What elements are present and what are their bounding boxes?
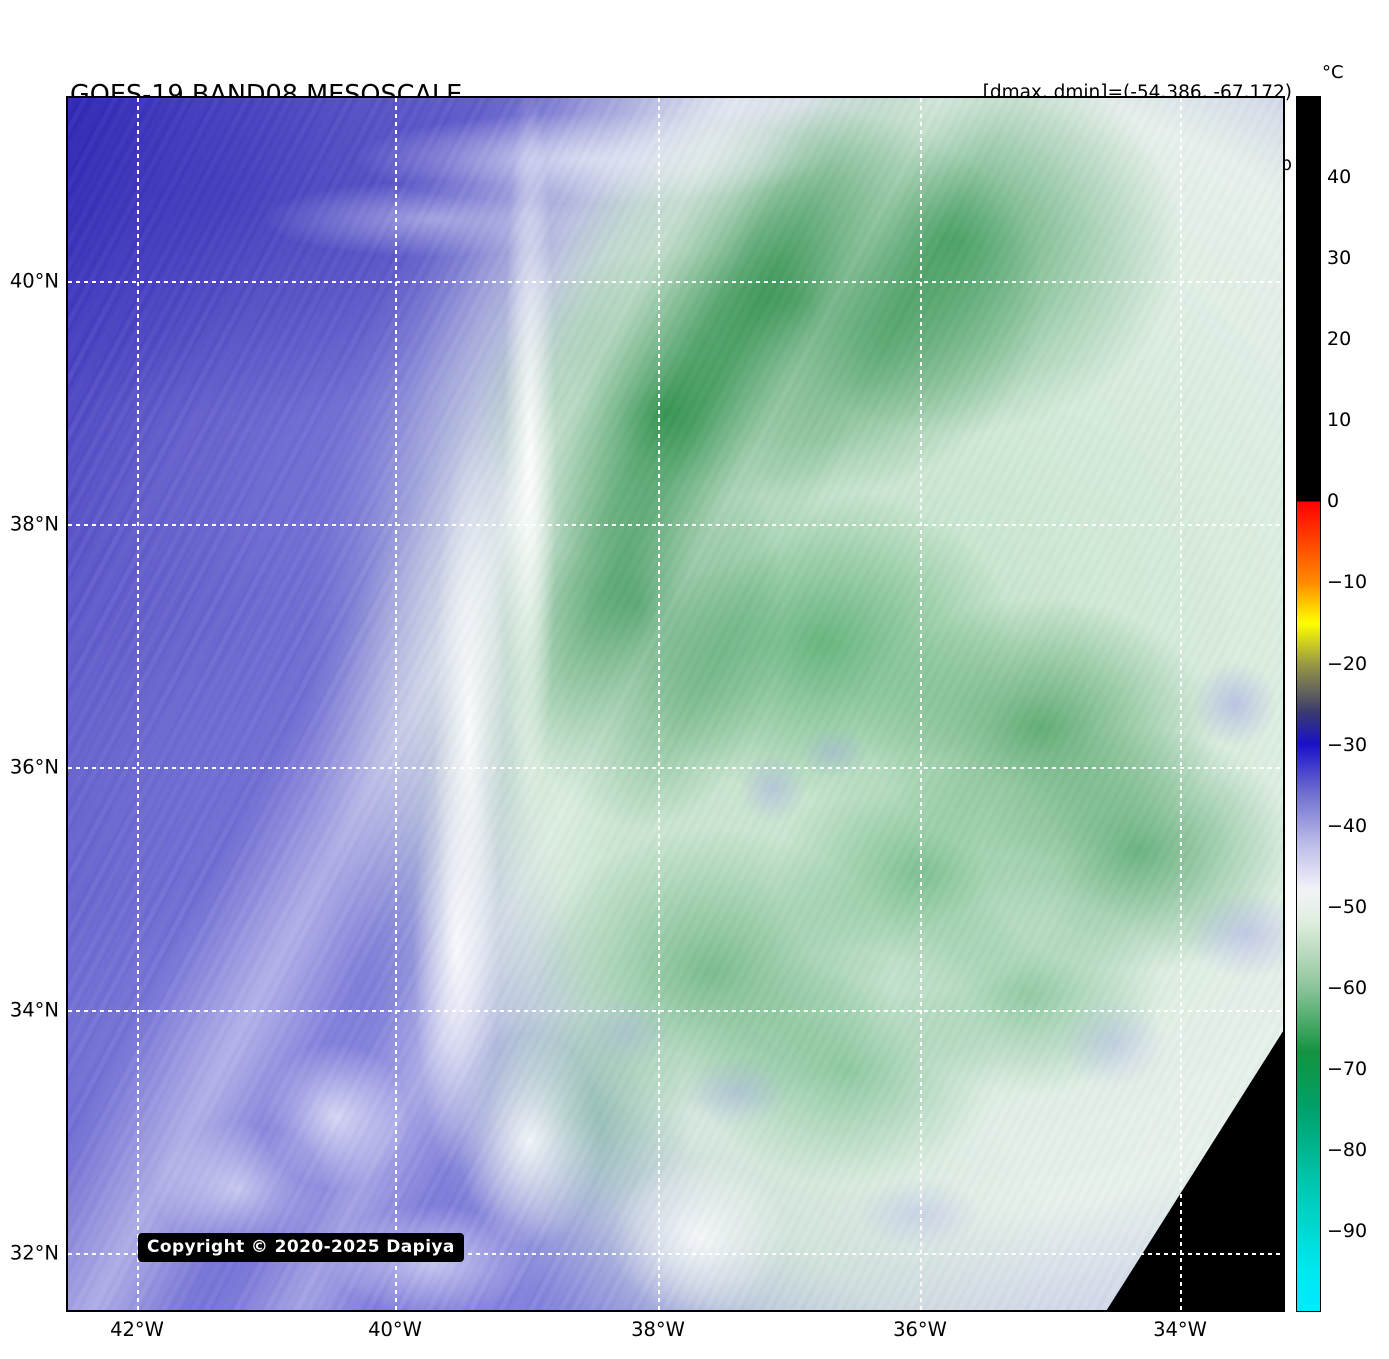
copyright-watermark: Copyright © 2020-2025 Dapiya — [138, 1233, 464, 1262]
gridline-latitude — [68, 281, 1283, 283]
ytick-label: 38°N — [9, 512, 59, 536]
colorbar-tick-label: 40 — [1327, 166, 1352, 189]
gridline-latitude — [68, 1010, 1283, 1012]
satellite-imagery — [68, 98, 1283, 1310]
colorbar-tick-label: −70 — [1327, 1057, 1368, 1080]
colorbar — [1296, 96, 1321, 1312]
ytick-label: 34°N — [9, 998, 59, 1022]
colorbar-tick-label: 10 — [1327, 409, 1352, 432]
colorbar-gradient — [1297, 97, 1320, 1311]
colorbar-tick-label: −30 — [1327, 733, 1368, 756]
colorbar-unit-label: °C — [1322, 62, 1344, 83]
cloud-speckle-layer — [68, 98, 1283, 1310]
gridline-latitude — [68, 524, 1283, 526]
xtick-label: 34°W — [1153, 1318, 1207, 1341]
xtick-label: 42°W — [110, 1318, 164, 1341]
ytick-label: 36°N — [9, 755, 59, 779]
colorbar-tick-label: −40 — [1327, 814, 1368, 837]
colorbar-tick-label: −50 — [1327, 895, 1368, 918]
gridline-latitude — [68, 1253, 1283, 1255]
gridline-longitude — [920, 98, 922, 1310]
colorbar-tick-label: 30 — [1327, 247, 1352, 270]
gridline-longitude — [395, 98, 397, 1310]
gridline-longitude — [137, 98, 139, 1310]
colorbar-tick-label: 0 — [1327, 490, 1340, 513]
colorbar-tick-label: −80 — [1327, 1138, 1368, 1161]
ytick-label: 32°N — [9, 1241, 59, 1265]
colorbar-tick-label: 20 — [1327, 328, 1352, 351]
xtick-label: 36°W — [893, 1318, 947, 1341]
colorbar-tick-label: −60 — [1327, 976, 1368, 999]
cloud-edge-layer — [68, 98, 1283, 1310]
colorbar-tick-label: −90 — [1327, 1219, 1368, 1242]
ytick-label: 40°N — [9, 269, 59, 293]
gridline-longitude — [658, 98, 660, 1310]
colorbar-tick-label: −10 — [1327, 571, 1368, 594]
map-plot-area[interactable]: Copyright © 2020-2025 Dapiya — [66, 96, 1285, 1312]
xtick-label: 38°W — [631, 1318, 685, 1341]
xtick-label: 40°W — [368, 1318, 422, 1341]
gridline-latitude — [68, 767, 1283, 769]
colorbar-tick-label: −20 — [1327, 652, 1368, 675]
gridline-longitude — [1180, 98, 1182, 1310]
